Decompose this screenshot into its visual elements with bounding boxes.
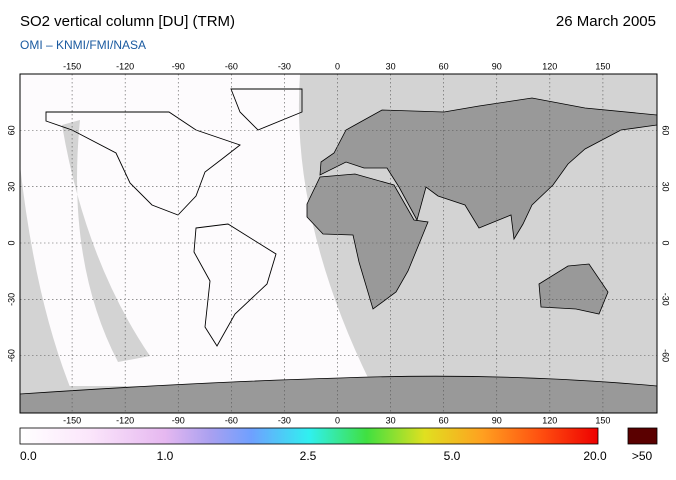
lon-label-top: 120 <box>542 61 557 71</box>
colorbar <box>19 427 599 445</box>
australia <box>538 263 609 315</box>
lon-label-bottom: -90 <box>172 415 185 425</box>
lon-label-top: 150 <box>595 61 610 71</box>
colorbar-label: 20.0 <box>583 449 607 463</box>
date: 26 March 2005 <box>556 13 656 30</box>
lat-label-left: 60 <box>6 125 16 135</box>
lon-label-bottom: 30 <box>386 415 396 425</box>
lon-label-top: -60 <box>225 61 238 71</box>
south-america <box>193 223 277 347</box>
lat-label-left: 30 <box>6 182 16 192</box>
swath-gap <box>20 165 72 392</box>
lat-label-left: -60 <box>6 349 16 362</box>
lon-label-bottom: 90 <box>492 415 502 425</box>
lon-label-bottom: 150 <box>595 415 610 425</box>
lon-label-top: 30 <box>386 61 396 71</box>
lon-label-top: 0 <box>335 61 340 71</box>
lat-label-right: -60 <box>661 349 671 362</box>
colorbar-overflow-label: >50 <box>632 449 653 463</box>
colorbar-overflow <box>627 427 658 445</box>
africa <box>306 173 429 310</box>
lon-label-bottom: 60 <box>439 415 449 425</box>
lon-label-bottom: -60 <box>225 415 238 425</box>
lat-label-right: 60 <box>661 125 671 135</box>
lon-label-bottom: 120 <box>542 415 557 425</box>
eurasia <box>319 97 657 241</box>
lon-label-top: -120 <box>116 61 134 71</box>
lon-label-top: -90 <box>172 61 185 71</box>
lon-label-bottom: -120 <box>116 415 134 425</box>
colorbar-label: 0.0 <box>20 449 37 463</box>
lat-label-right: 30 <box>661 182 671 192</box>
swath-gap <box>62 120 150 362</box>
source: OMI – KNMI/FMI/NASA <box>20 38 146 52</box>
lon-label-bottom: 0 <box>335 415 340 425</box>
title: SO2 vertical column [DU] (TRM) <box>20 13 235 30</box>
map-frame <box>19 73 658 414</box>
colorbar-label: 5.0 <box>444 449 461 463</box>
greenland <box>230 88 303 131</box>
north-america <box>45 111 241 216</box>
colorbar-label: 1.0 <box>157 449 174 463</box>
lat-label-right: -30 <box>661 293 671 306</box>
map <box>20 74 657 413</box>
lon-label-top: -150 <box>63 61 81 71</box>
lat-label-right: 0 <box>661 240 671 245</box>
lat-label-left: -30 <box>6 293 16 306</box>
antarctica <box>20 375 657 413</box>
lat-label-left: 0 <box>6 240 16 245</box>
lon-label-top: 90 <box>492 61 502 71</box>
lon-label-top: 60 <box>439 61 449 71</box>
lon-label-top: -30 <box>278 61 291 71</box>
lon-label-bottom: -150 <box>63 415 81 425</box>
lon-label-bottom: -30 <box>278 415 291 425</box>
colorbar-label: 2.5 <box>300 449 317 463</box>
